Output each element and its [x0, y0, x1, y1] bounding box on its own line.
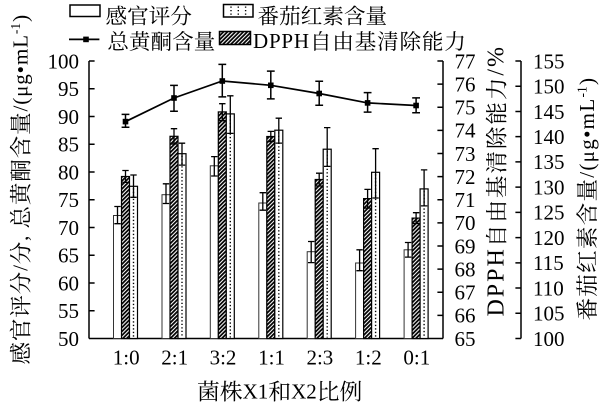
svg-text:1:2: 1:2 — [355, 346, 382, 370]
svg-text:): ) — [9, 15, 33, 22]
svg-text:D: D — [484, 299, 510, 316]
svg-text:3:2: 3:2 — [210, 346, 237, 370]
svg-text:95: 95 — [58, 77, 79, 101]
svg-text:75: 75 — [455, 96, 476, 120]
svg-text:125: 125 — [533, 201, 565, 225]
svg-text:120: 120 — [533, 226, 565, 250]
svg-text:g: g — [575, 139, 599, 150]
svg-text:140: 140 — [533, 125, 565, 149]
svg-text:-1: -1 — [8, 23, 23, 34]
svg-text:66: 66 — [455, 304, 476, 328]
svg-text:L: L — [9, 35, 33, 48]
svg-text:(: ( — [9, 98, 33, 105]
svg-text:73: 73 — [455, 142, 476, 166]
svg-text:μ: μ — [575, 151, 599, 162]
svg-text:): ) — [575, 78, 599, 85]
svg-text:115: 115 — [533, 251, 564, 275]
svg-text:77: 77 — [455, 49, 476, 73]
svg-text:H: H — [484, 249, 510, 266]
svg-text:74: 74 — [455, 119, 477, 143]
svg-text:76: 76 — [455, 72, 476, 96]
svg-text:/: / — [9, 106, 33, 112]
svg-text:145: 145 — [533, 100, 565, 124]
svg-text:P: P — [269, 29, 281, 53]
svg-text:(: ( — [575, 164, 599, 171]
svg-text:/: / — [9, 265, 33, 271]
svg-text:80: 80 — [58, 160, 79, 184]
svg-text:-1: -1 — [575, 86, 590, 97]
svg-text:2:1: 2:1 — [161, 346, 188, 370]
svg-text:,: , — [9, 236, 33, 241]
svg-text:0:1: 0:1 — [403, 346, 430, 370]
svg-text:68: 68 — [455, 257, 476, 281]
svg-text:P: P — [484, 268, 510, 281]
svg-text:65: 65 — [58, 244, 79, 268]
svg-text:70: 70 — [455, 211, 476, 235]
svg-text:69: 69 — [455, 234, 476, 258]
svg-text:71: 71 — [455, 188, 476, 212]
svg-text:60: 60 — [58, 271, 79, 295]
svg-text:130: 130 — [533, 175, 565, 199]
svg-text:/: / — [575, 172, 599, 178]
svg-text:155: 155 — [533, 49, 565, 73]
svg-text:P: P — [484, 284, 510, 297]
svg-text:•: • — [9, 66, 33, 73]
svg-text:D: D — [253, 29, 268, 53]
svg-text:100: 100 — [533, 327, 565, 351]
svg-text:105: 105 — [533, 302, 565, 326]
svg-text:85: 85 — [58, 133, 79, 157]
svg-text:72: 72 — [455, 165, 476, 189]
svg-text:X2: X2 — [291, 380, 317, 404]
svg-text:L: L — [575, 99, 599, 112]
svg-text:•: • — [575, 131, 599, 138]
svg-text:μ: μ — [9, 86, 33, 97]
svg-text:m: m — [575, 113, 599, 129]
svg-text:110: 110 — [533, 276, 564, 300]
svg-text:135: 135 — [533, 150, 565, 174]
svg-text:2:3: 2:3 — [306, 346, 333, 370]
svg-text:150: 150 — [533, 75, 565, 99]
svg-text:100: 100 — [48, 49, 80, 73]
svg-text:m: m — [9, 49, 33, 65]
svg-text:P: P — [281, 29, 293, 53]
svg-text:1:0: 1:0 — [113, 346, 140, 370]
svg-text:50: 50 — [58, 327, 79, 351]
svg-text:70: 70 — [58, 216, 79, 240]
svg-text:/: / — [484, 69, 510, 76]
svg-text:1:1: 1:1 — [258, 346, 285, 370]
svg-text:75: 75 — [58, 188, 79, 212]
svg-text:g: g — [9, 74, 33, 85]
svg-text:X1: X1 — [243, 380, 269, 404]
svg-text:67: 67 — [455, 281, 476, 305]
svg-text:65: 65 — [455, 327, 476, 351]
svg-text:55: 55 — [58, 299, 79, 323]
svg-text:H: H — [294, 29, 309, 53]
svg-text:%: % — [484, 47, 510, 67]
svg-text:90: 90 — [58, 105, 79, 129]
